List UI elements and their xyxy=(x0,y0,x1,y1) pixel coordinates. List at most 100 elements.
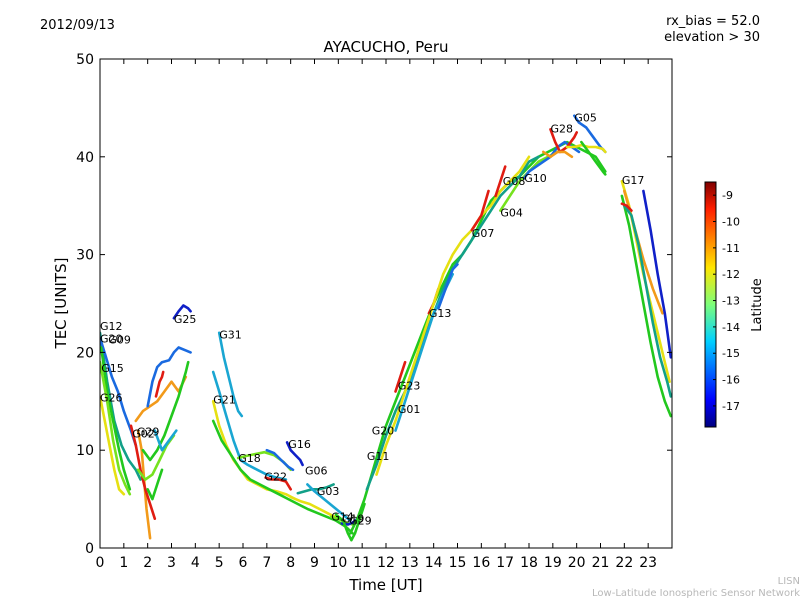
series-g21-line xyxy=(211,400,297,501)
colorbar-tick-label: -15 xyxy=(722,347,740,360)
x-tick-label: 13 xyxy=(401,555,419,571)
y-tick-label: 0 xyxy=(85,541,94,557)
prn-label: G17 xyxy=(622,174,645,187)
series-g02-line xyxy=(129,424,157,520)
x-tick-label: 12 xyxy=(377,555,395,571)
prn-label: G31 xyxy=(219,329,242,342)
colorbar-tick-label: -16 xyxy=(722,374,740,387)
y-tick-label: 50 xyxy=(76,52,94,68)
x-tick-label: 3 xyxy=(167,555,176,571)
series-g08-line xyxy=(494,165,507,198)
x-axis-label: Time [UT] xyxy=(348,576,422,594)
series-g05b-line xyxy=(565,143,607,154)
x-tick-label: 17 xyxy=(496,555,514,571)
footer-network: Low-Latitude Ionospheric Sensor Network xyxy=(592,588,800,599)
colorbar-label: Latitude xyxy=(750,278,765,332)
colorbar-tick-label: -10 xyxy=(722,216,740,229)
series-g31-line xyxy=(217,331,244,418)
series-g19b-line xyxy=(334,502,366,542)
series-g07-line xyxy=(375,155,531,476)
x-tick-label: 2 xyxy=(143,555,152,571)
series-g05c-line xyxy=(580,140,607,176)
series-g15b-line xyxy=(146,468,164,501)
series-g07r-line xyxy=(470,189,490,232)
x-tick-label: 7 xyxy=(262,555,271,571)
prn-label: G29 xyxy=(349,515,372,528)
prn-label: G18 xyxy=(238,452,261,465)
x-tick-label: 23 xyxy=(639,555,657,571)
prn-label: G07 xyxy=(472,227,495,240)
prn-label: G26 xyxy=(100,391,123,404)
y-tick-layer: 0 10 20 30 40 50 xyxy=(76,52,672,557)
y-tick-label: 30 xyxy=(76,248,94,264)
date-label: 2012/09/13 xyxy=(40,18,115,33)
series-g21b-line xyxy=(211,370,288,481)
series-g28b-line xyxy=(542,150,574,159)
series-g22-line xyxy=(264,476,292,491)
x-tick-label: 21 xyxy=(592,555,610,571)
series-g29b-line xyxy=(134,375,188,423)
prn-label: G04 xyxy=(500,207,523,220)
prn-label: G16 xyxy=(288,438,311,451)
prn-label: G03 xyxy=(317,485,340,498)
series-g10b-line xyxy=(146,346,192,408)
series-g23-line xyxy=(394,360,407,393)
prn-label: G09 xyxy=(108,334,131,347)
x-tick-label: 16 xyxy=(472,555,490,571)
colorbar-tick-label: -11 xyxy=(722,242,740,255)
prn-label: G20 xyxy=(372,425,395,438)
plot-frame xyxy=(99,58,673,549)
y-tick-label: 10 xyxy=(76,443,94,459)
series-g03-line xyxy=(306,483,352,522)
rx-bias-label: rx_bias = 52.0 xyxy=(666,14,760,29)
colorbar-tick-label: -13 xyxy=(722,295,740,308)
prn-label: G15 xyxy=(101,362,124,375)
series-g13b-line xyxy=(154,370,165,398)
series-g26-line xyxy=(100,395,126,496)
series-g29-line xyxy=(136,429,152,540)
x-tick-label: 1 xyxy=(119,555,128,571)
y-tick-label: 40 xyxy=(76,150,94,166)
x-tick-label: 14 xyxy=(425,555,443,571)
x-tick-label: 9 xyxy=(310,555,319,571)
chart-title: AYACUCHO, Peru xyxy=(323,38,449,56)
series-g17c-line xyxy=(620,194,672,418)
series-g20b-line xyxy=(153,429,178,452)
x-tick-label: 15 xyxy=(449,555,467,571)
prn-label: G29 xyxy=(137,426,160,439)
prn-label: G10 xyxy=(524,172,547,185)
prn-label: G08 xyxy=(503,175,526,188)
y-tick-label: 20 xyxy=(76,345,94,361)
x-tick-label: 8 xyxy=(286,555,295,571)
prn-label: G20 xyxy=(100,333,123,346)
x-tick-label: 0 xyxy=(96,555,105,571)
series-g02b-line xyxy=(141,360,190,462)
x-tick-label: 22 xyxy=(615,555,633,571)
series-g11-line xyxy=(349,140,607,535)
series-g25-line xyxy=(172,304,192,320)
x-tick-layer: 0 1 2 3 4 5 6 7 8 9 10 11 12 13 14 15 16 17 18 19 20 21 22 23 xyxy=(96,59,657,571)
series-g15-line xyxy=(100,360,132,496)
series-g06-line xyxy=(296,483,335,495)
x-tick-label: 18 xyxy=(520,555,538,571)
prn-label: G11 xyxy=(367,450,390,463)
prn-label: G22 xyxy=(265,471,288,484)
series-g13c-line xyxy=(437,263,459,310)
colorbar-tick-label: -9 xyxy=(722,189,733,202)
prn-label: G06 xyxy=(305,465,328,478)
series-g21c-line xyxy=(211,419,354,535)
prn-label: G25 xyxy=(174,313,197,326)
series-g12-line xyxy=(100,331,142,481)
x-tick-label: 11 xyxy=(353,555,371,571)
colorbar-tick-label: -17 xyxy=(722,400,740,413)
prn-label: G13 xyxy=(429,307,452,320)
x-tick-label: 5 xyxy=(215,555,224,571)
prn-label: G02 xyxy=(132,428,155,441)
series-g09-line xyxy=(100,346,132,491)
series-g16-line xyxy=(285,441,304,467)
prn-label: G12 xyxy=(100,320,123,333)
elevation-label: elevation > 30 xyxy=(664,30,760,45)
footer-lisn: LISN xyxy=(777,576,800,587)
